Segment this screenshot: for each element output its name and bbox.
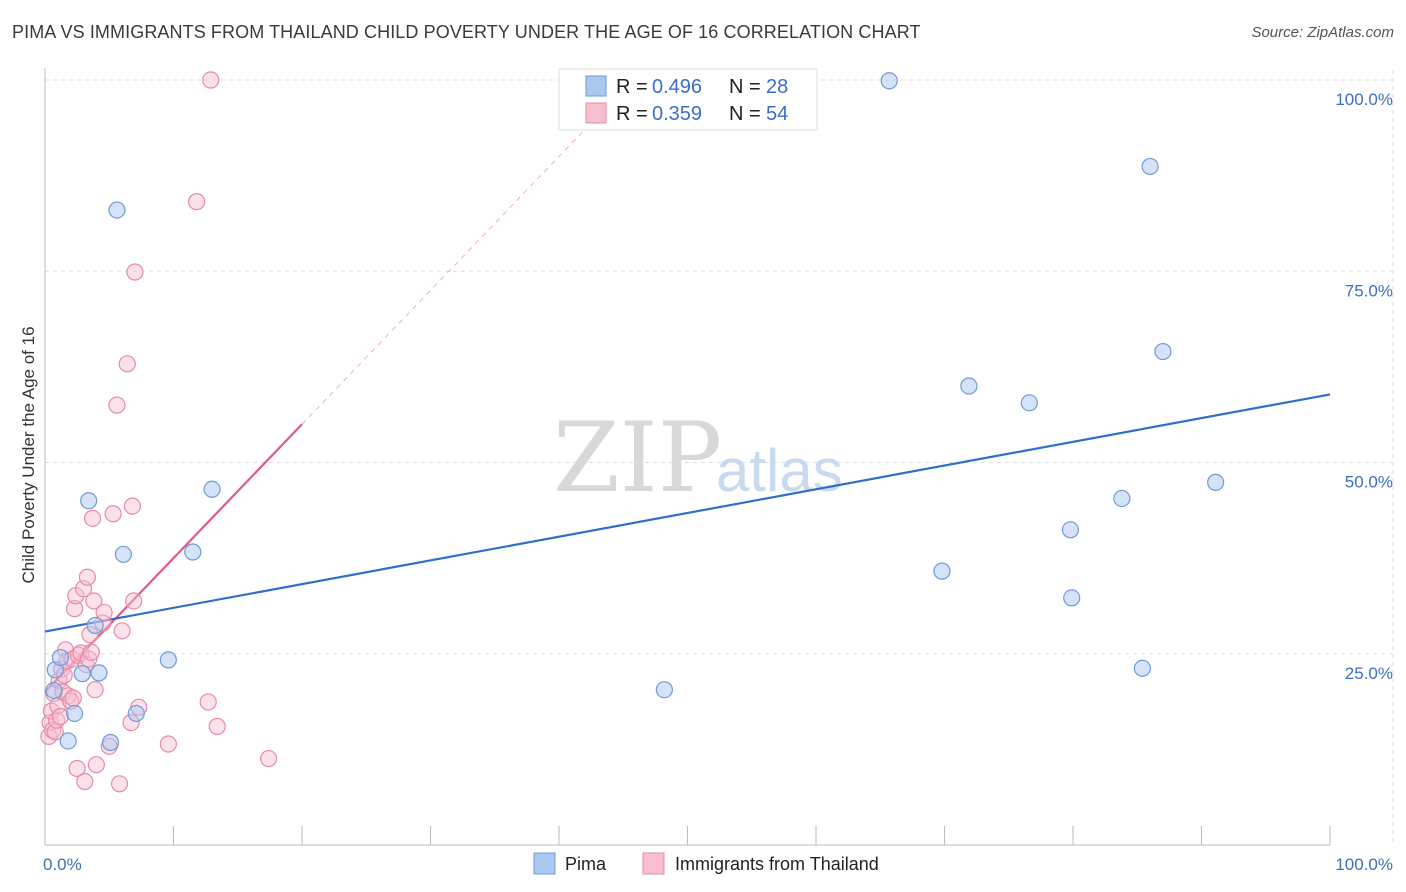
thai-point [113,622,131,640]
y-tick-label: 75.0% [1345,281,1393,300]
thai-point [65,600,84,618]
legend-pima-r-label: R = [616,76,648,98]
pima-point [1061,521,1080,539]
thai-point [123,497,141,515]
pima-point [73,665,91,683]
thai-point [64,689,82,707]
pima-point [80,492,98,510]
thai-point [85,592,103,610]
pima-point [880,72,898,90]
x-tick-label: 0.0% [43,855,82,874]
pima-point [1063,589,1081,607]
pima-trend-line [44,393,1331,633]
bottom-legend-pima-swatch [533,852,556,875]
thai-point [126,263,144,281]
thai-point [80,650,98,668]
legend-thai-swatch [585,102,607,124]
bottom-legend-thai-swatch [642,852,665,875]
thai-point [78,568,97,586]
pima-point [114,545,132,563]
thai-points [40,71,278,793]
thai-point [87,756,106,774]
pima-point [203,480,221,498]
x-tick-labels: 0.0% 100.0% [43,855,1393,874]
pima-point [960,377,978,395]
pima-points [45,72,1225,752]
pima-point [51,648,70,667]
thai-point [125,592,143,610]
legend-pima-n-label: N = [729,76,761,98]
legend-thai-r-value: 0.359 [652,103,702,125]
thai-point [259,749,278,768]
pima-point [59,732,77,750]
pima-point [1133,659,1151,677]
pima-point [108,201,126,219]
thai-trend-extension [301,129,586,425]
thai-point [86,681,104,699]
thai-point [188,193,206,211]
thai-point [208,717,226,736]
pima-point [1154,342,1172,361]
pima-point [127,704,145,723]
legend-pima-swatch [585,75,607,97]
pima-point [86,616,104,635]
pima-point [65,704,84,723]
legend-pima-r-value: 0.496 [652,76,702,98]
legend-thai-r-label: R = [616,103,648,125]
thai-point [76,772,94,791]
thai-point [51,707,70,726]
pima-point [933,562,951,580]
thai-point [108,396,126,414]
thai-point [104,505,122,523]
legend-thai-n-label: N = [729,103,761,125]
source-label: Source: ZipAtlas.com [1251,24,1394,41]
trend-lines [44,129,1331,693]
bottom-legend-thai-label: Immigrants from Thailand [675,854,879,874]
y-tick-label: 25.0% [1345,664,1393,683]
thai-trend-line [44,423,303,693]
watermark-atlas: atlas [716,437,843,504]
pima-point [655,681,673,699]
thai-point [202,71,220,89]
y-tick-label: 50.0% [1345,473,1393,492]
bottom-legend: Pima Immigrants from Thailand [533,852,879,875]
thai-point [82,643,100,661]
chart-title: PIMA VS IMMIGRANTS FROM THAILAND CHILD P… [12,22,921,42]
legend-pima-n-value: 28 [766,76,788,98]
x-tick-label: 100.0% [1335,855,1393,874]
pima-point [1113,489,1131,508]
pima-point [1020,394,1038,412]
y-tick-label: 100.0% [1335,90,1393,109]
pima-point [45,681,63,700]
pima-point [1141,157,1159,176]
pima-point [184,543,202,561]
thai-point [68,759,86,778]
bottom-legend-pima-label: Pima [565,854,607,874]
pima-point [1207,473,1225,491]
y-axis-title: Child Poverty Under the Age of 16 [19,326,38,583]
watermark: ZIP atlas [553,402,843,514]
axes [44,68,1331,846]
thai-point [83,509,102,527]
thai-point [110,775,129,793]
legend-box: R = 0.496 N = 28 R = 0.359 N = 54 [558,68,818,131]
pima-point [101,733,120,752]
y-tick-labels: 25.0% 50.0% 75.0% 100.0% [1335,90,1393,683]
pima-point [90,664,108,682]
thai-point [95,603,113,622]
thai-point [118,355,136,373]
legend-thai-n-value: 54 [766,103,788,125]
watermark-zip: ZIP [553,402,722,514]
pima-point [159,651,177,669]
thai-point [159,735,177,753]
thai-point [199,693,217,711]
